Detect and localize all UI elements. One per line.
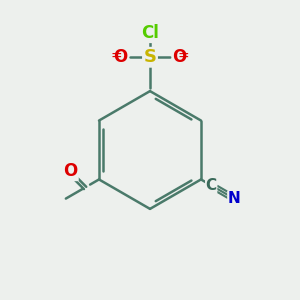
Text: Cl: Cl — [141, 24, 159, 42]
Text: O: O — [172, 48, 187, 66]
Text: O: O — [113, 48, 128, 66]
Text: S: S — [143, 48, 157, 66]
Text: =: = — [111, 50, 123, 64]
Text: =: = — [177, 50, 189, 64]
Text: O: O — [64, 162, 78, 180]
Text: N: N — [228, 191, 241, 206]
Text: C: C — [206, 178, 217, 193]
